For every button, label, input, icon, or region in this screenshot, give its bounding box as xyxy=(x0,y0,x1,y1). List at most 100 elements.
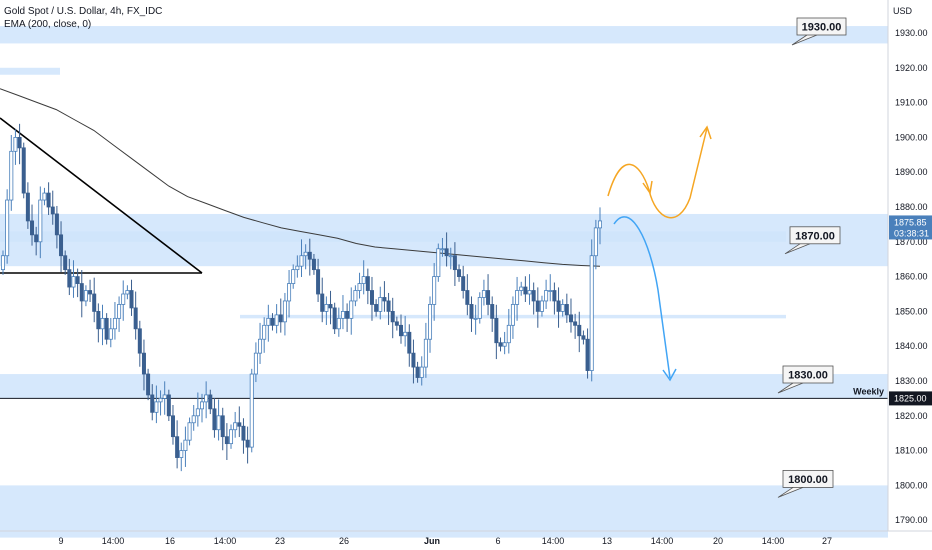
candle xyxy=(253,342,258,383)
candle xyxy=(92,277,97,323)
price-tick-label: 1910.00 xyxy=(895,98,928,108)
candle xyxy=(311,253,316,275)
candle xyxy=(444,232,449,267)
candle xyxy=(54,205,59,249)
candle xyxy=(502,331,507,355)
candle xyxy=(108,318,113,348)
candle xyxy=(121,280,126,321)
candle xyxy=(299,239,304,277)
candle xyxy=(75,268,80,298)
candle xyxy=(357,272,362,299)
time-tick-label: 23 xyxy=(275,536,285,546)
candlesticks xyxy=(0,123,603,472)
candle xyxy=(38,186,43,259)
candle xyxy=(249,368,254,453)
candle xyxy=(428,296,433,353)
candle xyxy=(589,239,594,382)
level-callout-text: 1930.00 xyxy=(802,22,842,34)
candle xyxy=(523,276,528,303)
candle xyxy=(477,292,482,324)
candle xyxy=(204,381,209,419)
time-tick-label: 16 xyxy=(165,536,175,546)
candle xyxy=(79,269,84,318)
candle xyxy=(117,296,122,332)
candle xyxy=(158,390,163,416)
candle xyxy=(30,204,35,246)
level-callout-1800: 1800.00 xyxy=(777,469,834,498)
candle xyxy=(199,393,204,423)
candle xyxy=(353,285,358,307)
candle xyxy=(510,296,515,339)
candle xyxy=(390,297,395,339)
candle xyxy=(415,361,420,383)
candle xyxy=(556,287,561,328)
time-tick-label: Jun xyxy=(424,536,440,546)
candle xyxy=(539,295,544,317)
ema-200-line xyxy=(0,88,601,267)
candle xyxy=(233,411,238,438)
candle xyxy=(266,304,271,342)
candle xyxy=(465,274,470,316)
candle xyxy=(374,299,379,317)
time-tick-label: 6 xyxy=(495,536,500,546)
candle xyxy=(560,299,565,317)
time-tick-label: 14:00 xyxy=(102,536,125,546)
candle xyxy=(46,182,51,216)
candle xyxy=(0,250,6,275)
candle xyxy=(490,296,495,332)
candle xyxy=(195,392,200,427)
candle xyxy=(245,426,250,464)
candle xyxy=(436,243,441,282)
candle xyxy=(179,442,184,472)
projection-arrows xyxy=(607,125,712,382)
zone-0 xyxy=(0,26,888,44)
candle xyxy=(461,265,466,299)
candle xyxy=(137,320,142,367)
candle xyxy=(336,307,341,337)
candle xyxy=(295,255,300,278)
orange-arrowhead-end xyxy=(699,125,712,140)
candle xyxy=(154,385,159,424)
candle xyxy=(403,315,408,347)
candle xyxy=(440,237,445,257)
candle xyxy=(166,389,171,422)
time-tick-label: 14:00 xyxy=(762,536,785,546)
candle xyxy=(361,260,366,295)
candle xyxy=(423,322,428,378)
weekly-price-tag: 1825.00 xyxy=(889,391,932,406)
candle xyxy=(170,405,175,445)
price-tick-label: 1820.00 xyxy=(895,411,928,421)
price-tick-label: 1850.00 xyxy=(895,306,928,316)
candle xyxy=(13,129,18,165)
candle xyxy=(527,274,532,305)
price-tick-label: 1920.00 xyxy=(895,63,928,73)
candle xyxy=(212,398,217,438)
candle xyxy=(340,295,345,330)
candle xyxy=(63,250,68,275)
blue-bearish-path xyxy=(613,216,671,379)
candle xyxy=(486,274,491,316)
orange-arrowhead-mid xyxy=(642,180,653,195)
time-axis: 9 14:00 16 14:00 23 26 Jun 6 14:00 13 14:00 20 14:00… xyxy=(0,530,932,546)
price-axis: 1790.00 1800.00 1810.00 1820.00 1830.00 1840.… xyxy=(887,0,932,531)
candle xyxy=(365,268,370,305)
candle xyxy=(581,330,586,345)
candle xyxy=(162,381,167,415)
candle xyxy=(100,304,105,346)
candle xyxy=(287,269,292,318)
candle xyxy=(448,247,453,270)
candle xyxy=(411,339,416,384)
candle xyxy=(21,142,26,199)
bar-countdown: 03:38:31 xyxy=(894,228,929,238)
candle xyxy=(568,298,573,333)
candle xyxy=(307,238,312,276)
level-callout-1830: 1830.00 xyxy=(777,365,834,394)
candle xyxy=(419,356,424,386)
zone-3 xyxy=(0,231,786,242)
triangle-upper-line xyxy=(0,117,203,274)
candle xyxy=(83,285,88,307)
candle xyxy=(585,328,590,379)
candle xyxy=(316,258,321,303)
candle xyxy=(577,311,582,353)
